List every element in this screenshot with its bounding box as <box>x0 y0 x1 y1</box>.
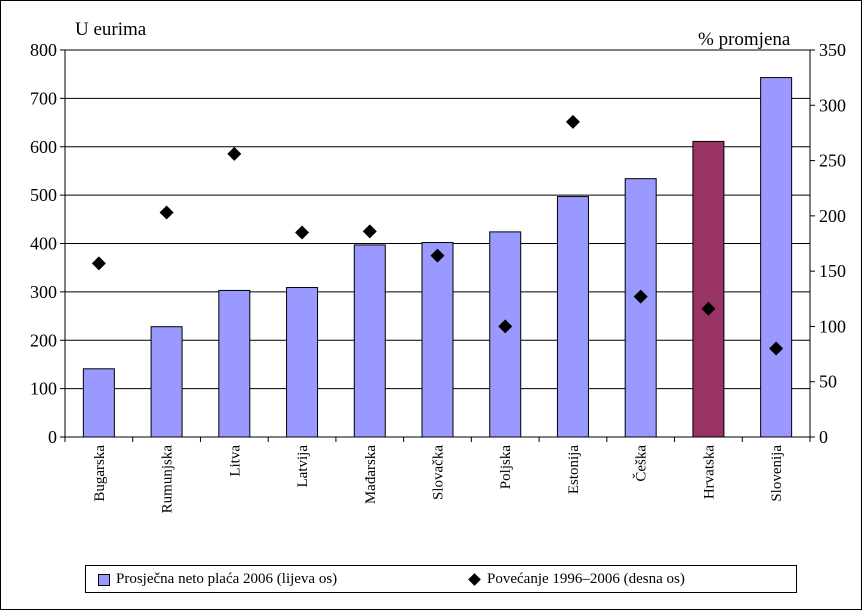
right-tick-label: 350 <box>819 40 846 60</box>
right-axis-title: % promjena <box>698 29 791 50</box>
category-label: Mađarska <box>363 445 379 504</box>
left-tick-label: 300 <box>30 282 57 302</box>
category-label: Slovenija <box>769 445 785 502</box>
right-tick-label: 300 <box>819 95 846 115</box>
bar-hrvatska <box>692 140 725 438</box>
right-tick-label: 150 <box>819 261 846 281</box>
right-tick-label: 200 <box>819 206 846 226</box>
right-tick-label: 50 <box>819 372 837 392</box>
category-label: Litva <box>227 445 243 477</box>
legend-diamond-label: Povećanje 1996–2006 (desna os) <box>487 571 685 587</box>
left-tick-label: 500 <box>30 185 57 205</box>
diamond-marker-rumunjska <box>159 205 174 220</box>
bar-slovenija <box>760 77 793 438</box>
bar-češka <box>624 178 657 438</box>
diamond-marker-litva <box>227 146 242 161</box>
category-label: Češka <box>633 445 650 482</box>
chart-plot: 0 100 200 300 400 500 600 700 800 0 50 100 150 200 250… <box>30 19 846 514</box>
left-tick-label: 700 <box>30 88 57 108</box>
diamond-marker-latvija <box>295 225 310 240</box>
left-tick-label: 600 <box>30 137 57 157</box>
category-label: Estonija <box>566 445 582 495</box>
category-label: Poljska <box>498 445 514 490</box>
legend: Prosječna neto plaća 2006 (lijeva os) Po… <box>85 565 797 593</box>
left-axis-title: U eurima <box>75 19 147 40</box>
legend-entry-diamonds: Povećanje 1996–2006 (desna os) <box>468 571 685 588</box>
bar-latvija <box>286 287 319 438</box>
bar-mađarska <box>353 244 386 438</box>
bar-poljska <box>489 231 522 438</box>
diamond-marker-bugarska <box>91 256 106 271</box>
diamond-marker-slovačka <box>430 248 445 263</box>
diamond-marker-češka <box>633 289 648 304</box>
left-tick-label: 800 <box>30 40 57 60</box>
legend-diamond-swatch <box>468 573 481 586</box>
bar-bugarska <box>82 368 115 438</box>
left-tick-label: 400 <box>30 234 57 254</box>
legend-bar-swatch <box>98 573 110 586</box>
diamond-marker-hrvatska <box>701 301 716 316</box>
left-tick-label: 100 <box>30 379 57 399</box>
legend-bar-label: Prosječna neto plaća 2006 (lijeva os) <box>116 571 338 587</box>
right-tick-label: 0 <box>819 427 828 447</box>
diamond-marker-estonija <box>565 114 580 129</box>
diamond-marker-poljska <box>498 319 513 334</box>
category-label: Latvija <box>295 445 311 488</box>
right-tick-label: 100 <box>819 316 846 336</box>
diamond-marker-slovenija <box>769 341 784 356</box>
category-label: Hrvatska <box>701 445 717 499</box>
bar-slovačka <box>421 242 454 438</box>
right-tick-label: 250 <box>819 151 846 171</box>
left-tick-label: 200 <box>30 330 57 350</box>
left-tick-label: 0 <box>48 427 57 447</box>
diamond-marker-mađarska <box>362 224 377 239</box>
legend-entry-bars: Prosječna neto plaća 2006 (lijeva os) <box>98 571 337 588</box>
category-label: Slovačka <box>431 445 447 500</box>
category-label: Bugarska <box>92 445 108 502</box>
bar-litva <box>218 289 251 438</box>
bar-rumunjska <box>150 326 183 438</box>
bar-estonija <box>556 196 589 438</box>
category-label: Rumunjska <box>160 445 176 514</box>
